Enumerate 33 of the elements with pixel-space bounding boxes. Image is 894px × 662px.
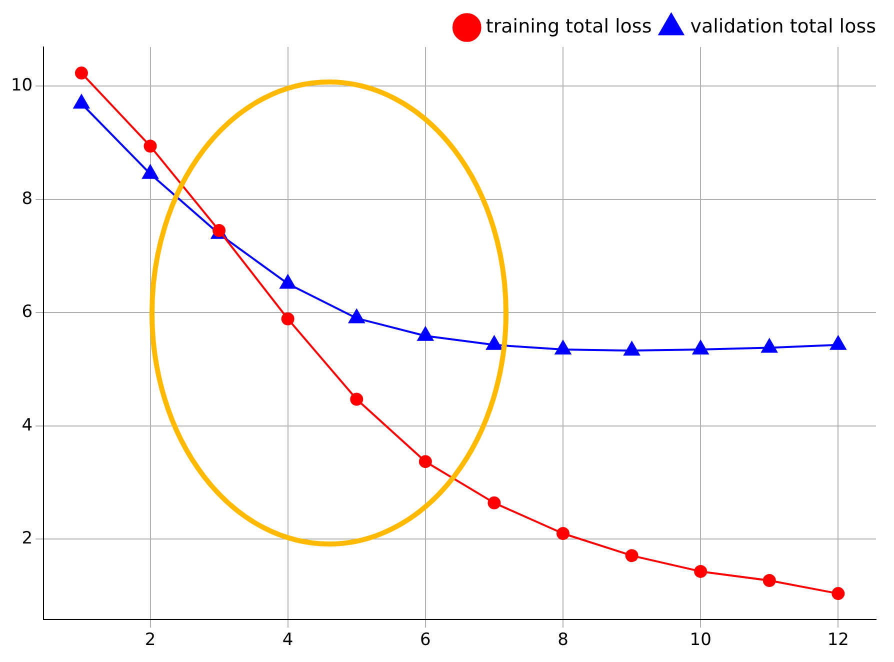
x-tick-label: 2 (144, 630, 156, 650)
legend-label: validation total loss (690, 15, 876, 38)
point (832, 587, 845, 600)
point (348, 309, 365, 324)
y-tick-label: 8 (22, 188, 33, 209)
point (74, 94, 90, 109)
point (556, 527, 570, 540)
x-tick-label: 8 (558, 630, 568, 650)
point (625, 549, 638, 562)
point (488, 496, 501, 510)
y-tick-label: 6 (22, 302, 33, 322)
point (418, 455, 432, 468)
x-tick-label: 10 (690, 630, 712, 650)
x-tick-label: 6 (420, 630, 431, 650)
point (762, 574, 776, 588)
point (692, 340, 709, 354)
point (486, 336, 502, 350)
x-tick-label: 12 (827, 630, 849, 650)
y-tick-label: 10 (10, 76, 33, 96)
point (694, 564, 708, 578)
x-tick-label: 4 (282, 630, 294, 650)
point (280, 274, 296, 289)
y-tick-label: 2 (22, 528, 33, 549)
point (830, 336, 846, 350)
point (281, 312, 294, 326)
point (142, 164, 158, 179)
point (761, 338, 778, 353)
point (624, 342, 640, 356)
legend-label: training total loss (486, 15, 652, 38)
point (417, 326, 434, 341)
point (350, 392, 364, 406)
y-tick-label: 4 (22, 415, 33, 436)
point (555, 340, 571, 354)
